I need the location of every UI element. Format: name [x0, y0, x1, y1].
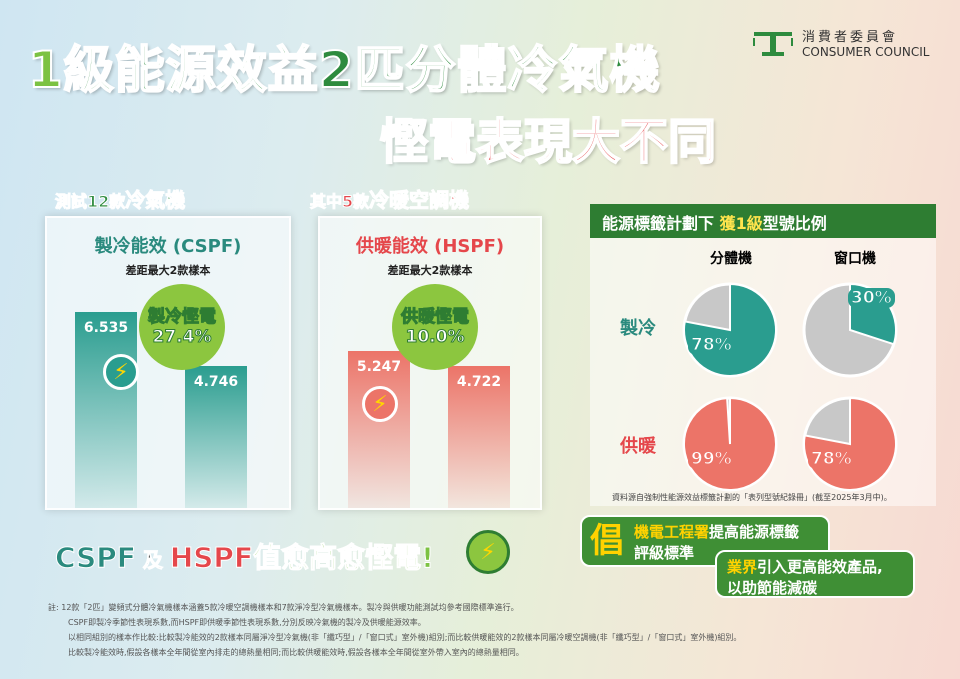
bar-label: 5.247	[356, 358, 402, 375]
cooling-panel: 製冷能效 (CSPF) 差距最大2款樣本 6.535 4.746 製冷慳電 27.4…	[45, 216, 291, 510]
bar: 4.722	[448, 366, 510, 508]
bar: 5.247	[348, 350, 410, 508]
lightning-icon: ⚡	[466, 530, 510, 574]
lightning-icon: ⚡	[362, 386, 398, 422]
cooling-bars: 6.535 4.746	[75, 288, 275, 508]
heating-panel: 供暖能效 (HSPF) 差距最大2款樣本 5.247 4.722 供暖慳電 10.0…	[318, 216, 542, 510]
heating-bars: 5.247 4.722	[348, 288, 538, 508]
scale-logo-icon	[753, 31, 793, 56]
bar-label: 6.535	[83, 319, 129, 336]
pie-slice-value	[683, 396, 777, 491]
pie-label: 78%	[688, 335, 735, 356]
bar: 6.535	[75, 311, 137, 508]
pie-label: 99%	[688, 449, 735, 470]
pie-chart: 78%	[800, 394, 900, 498]
subtitle: 慳電表現大不同	[379, 113, 717, 171]
ratio-header: 能源標籤計劃下 獲1級型號比例	[590, 204, 936, 238]
heating-saving-badge: 供暖慳電 10.0%	[392, 284, 478, 370]
cooling-heading: 測試12款冷氣機	[54, 188, 186, 213]
bar-label: 4.722	[456, 374, 502, 391]
pie-label: 30%	[848, 288, 895, 309]
pie-chart: 78%	[680, 280, 780, 384]
ratio-panel: 能源標籤計劃下 獲1級型號比例 分體機 窗口機 製冷 供暖 78% 30% 99…	[590, 204, 936, 506]
bar-label: 4.746	[193, 373, 239, 390]
pie-chart: 99%	[680, 394, 780, 498]
bar: 4.746	[185, 365, 247, 508]
main-title: 1級能源效益2匹分體冷氣機	[27, 40, 661, 100]
slogan: CSPF 及 HSPF值愈高愈慳電!	[55, 541, 435, 575]
footnotes: 註: 12款「2匹」變頻式分體冷氣機樣本涵蓋5款冷暖空調機樣本和7款淨冷型冷氣機…	[48, 603, 742, 657]
advocate-box-2: 業界引入更高能效產品, 以助節能減碳	[715, 550, 915, 598]
cooling-saving-badge: 製冷慳電 27.4%	[139, 284, 225, 370]
lightning-icon: ⚡	[103, 354, 139, 390]
heating-panel-title: 供暖能效 (HSPF)	[355, 236, 505, 257]
consumer-council-logo: 消費者委員會 CONSUMER COUNCIL	[750, 26, 929, 59]
pie-label: 78%	[808, 449, 855, 470]
heating-heading: 其中5款冷暖空調機	[309, 188, 470, 213]
pie-chart: 30%	[800, 280, 900, 384]
cooling-panel-title: 製冷能效 (CSPF)	[94, 236, 242, 257]
